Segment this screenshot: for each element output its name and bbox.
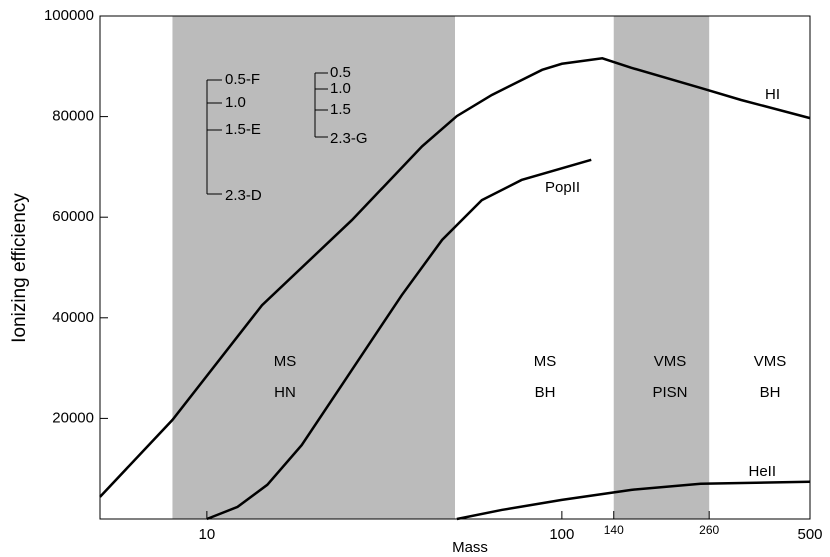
series-line <box>456 480 811 521</box>
shaded-region <box>172 16 456 519</box>
x-axis-label: Mass <box>452 539 488 556</box>
region-label: BH <box>760 384 781 401</box>
series-line <box>99 56 811 498</box>
region-label: HN <box>274 384 296 401</box>
plot-frame <box>99 15 811 520</box>
y-tick-label: 20000 <box>52 409 94 426</box>
bracket <box>314 72 328 138</box>
bracket-label: 1.0 <box>225 94 246 111</box>
region-label: VMS <box>654 353 687 370</box>
x-tick-label: 500 <box>797 526 822 543</box>
x-tick-label: 100 <box>549 526 574 543</box>
y-axis-label: Ionizing efficiency <box>9 193 30 343</box>
bracket-label: 1.5 <box>330 101 351 118</box>
bracket-label: 0.5 <box>330 64 351 81</box>
x-tick-label: 260 <box>699 523 719 537</box>
region-label: MS <box>274 353 297 370</box>
bracket-label: 2.3-D <box>225 187 262 204</box>
bracket-label: 1.5-E <box>225 121 261 138</box>
series-label: PopII <box>545 179 580 196</box>
y-tick-label: 40000 <box>52 309 94 326</box>
brackets <box>206 72 328 195</box>
region-label: BH <box>535 384 556 401</box>
series-line <box>206 158 592 521</box>
bracket <box>206 79 222 195</box>
y-tick-label: 60000 <box>52 208 94 225</box>
x-tick-label: 10 <box>199 526 216 543</box>
region-label: MS <box>534 353 557 370</box>
shaded-region <box>613 16 710 519</box>
x-tick-label: 140 <box>604 523 624 537</box>
y-tick-label: 80000 <box>52 108 94 125</box>
region-label: VMS <box>754 353 787 370</box>
y-tick-label: 100000 <box>44 7 94 24</box>
series-label: HI <box>765 86 780 103</box>
bracket-label: 2.3-G <box>330 130 368 147</box>
region-label: PISN <box>652 384 687 401</box>
bracket-label: 0.5-F <box>225 71 260 88</box>
bracket-label: 1.0 <box>330 80 351 97</box>
series-label: HeII <box>748 463 776 480</box>
